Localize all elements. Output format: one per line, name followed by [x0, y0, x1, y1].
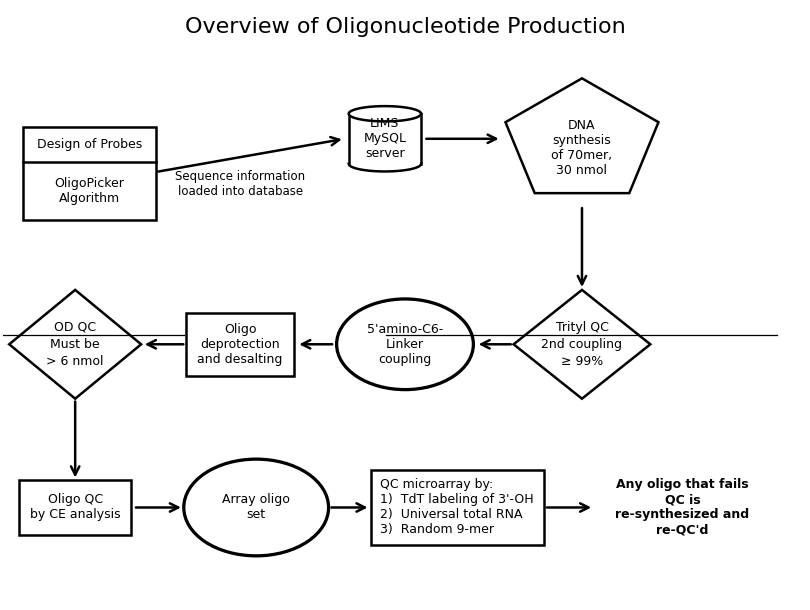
Text: OligoPicker
Algorithm: OligoPicker Algorithm	[54, 178, 124, 206]
Text: LIMS
MySQL
server: LIMS MySQL server	[364, 117, 407, 160]
Text: DNA
synthesis
of 70mer,
30 nmol: DNA synthesis of 70mer, 30 nmol	[552, 119, 612, 177]
Polygon shape	[348, 106, 421, 121]
Text: QC microarray by:
1)  TdT labeling of 3'-OH
2)  Universal total RNA
3)  Random 9: QC microarray by: 1) TdT labeling of 3'-…	[381, 478, 534, 536]
Bar	[19, 480, 131, 535]
Text: Design of Probes: Design of Probes	[36, 138, 142, 151]
Text: Sequence information
loaded into database: Sequence information loaded into databas…	[175, 170, 305, 198]
Bar	[371, 470, 544, 545]
Bar	[185, 312, 294, 376]
Text: > 6 nmol: > 6 nmol	[46, 354, 104, 368]
Text: 2nd coupling: 2nd coupling	[541, 338, 622, 351]
Text: Trityl QC: Trityl QC	[556, 321, 608, 334]
Text: Oligo QC
by CE analysis: Oligo QC by CE analysis	[30, 493, 121, 522]
Bar	[23, 127, 156, 220]
Text: Must be: Must be	[50, 338, 100, 351]
Text: Array oligo
set: Array oligo set	[222, 493, 290, 522]
Text: Any oligo that fails
QC is
re-synthesized and
re-QC'd: Any oligo that fails QC is re-synthesize…	[616, 478, 749, 536]
Text: 5'amino-C6-
Linker
coupling: 5'amino-C6- Linker coupling	[367, 323, 443, 366]
Text: ≥ 99%: ≥ 99%	[561, 354, 603, 368]
Text: Oligo
deprotection
and desalting: Oligo deprotection and desalting	[198, 323, 283, 366]
Text: OD QC: OD QC	[54, 321, 96, 334]
Text: Overview of Oligonucleotide Production: Overview of Oligonucleotide Production	[185, 17, 625, 37]
